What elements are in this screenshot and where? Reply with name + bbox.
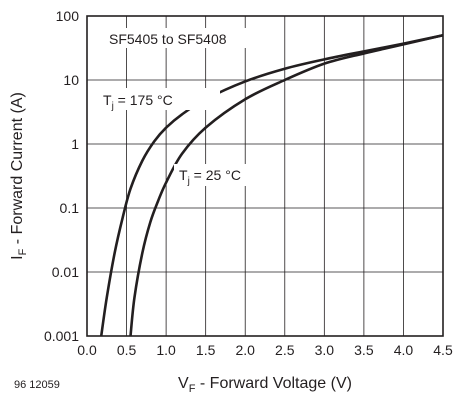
series-label-25: Tj = 25 °C	[179, 167, 241, 187]
series-layer	[99, 33, 444, 337]
y-tick-label: 10	[63, 72, 79, 88]
y-tick-label: 0.001	[44, 328, 79, 344]
figure-id: 96 12059	[14, 379, 60, 391]
y-axis-label: IF - Forward Current (A)	[9, 92, 29, 260]
x-tick-label: 1.5	[196, 342, 216, 358]
series-line-25c	[129, 34, 444, 337]
plot-frame	[86, 15, 444, 337]
tick-labels: 0.0 0.5 1.0 1.5 2.0 2.5 3.0 3.5 4.0 4.5 0.001 0.01 0…	[44, 8, 453, 358]
series-label-175: Tj = 175 °C	[103, 92, 173, 112]
chart-title: SF5405 to SF5408	[109, 31, 227, 47]
y-tick-label: 0.1	[60, 200, 80, 216]
x-tick-label: 3.0	[315, 342, 335, 358]
x-tick-label: 2.0	[235, 342, 255, 358]
x-axis-label: VF - Forward Voltage (V)	[178, 375, 352, 395]
x-tick-label: 2.5	[275, 342, 295, 358]
x-tick-label: 3.5	[354, 342, 374, 358]
series-line-175c	[99, 33, 444, 337]
grid	[87, 16, 443, 336]
x-tick-label: 4.5	[433, 342, 453, 358]
series-label-25-background	[174, 164, 260, 186]
series-label-175-background	[98, 88, 220, 110]
y-tick-label: 0.01	[52, 264, 79, 280]
y-tick-label: 1	[71, 136, 79, 152]
x-tick-label: 1.0	[156, 342, 176, 358]
x-tick-label: 4.0	[394, 342, 414, 358]
x-tick-label: 0.5	[117, 342, 137, 358]
x-tick-label: 0.0	[77, 342, 97, 358]
title-background	[104, 28, 254, 48]
y-tick-label: 100	[56, 8, 80, 24]
